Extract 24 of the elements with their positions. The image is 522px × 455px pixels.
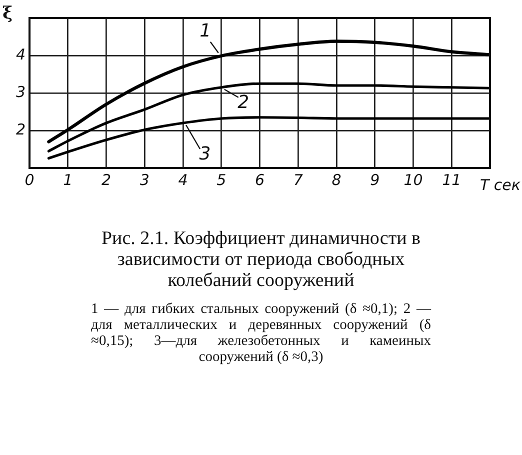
x-tick-label: 8 [332, 170, 342, 189]
x-tick-label: 4 [178, 170, 188, 189]
x-tick-label: 3 [140, 170, 150, 189]
x-tick-label: 11 [442, 170, 462, 189]
y-tick-label: 2 [16, 120, 26, 138]
x-tick-label: 2 [102, 170, 112, 189]
x-tick-label: 5 [216, 170, 226, 189]
y-tick-label: 3 [16, 82, 26, 101]
series-label: 2 [238, 92, 250, 114]
x-tick-label: 9 [370, 170, 380, 189]
text: 1 — для гибких стальных сооружений (δ ≈0,1); 2 — для металлических и деревянных сооружений (δ ≈0,15); 3—для железобетонных и камеиных сооружений (δ ≈0,3) [91, 301, 431, 365]
x-tick-label: 6 [255, 170, 265, 189]
series-label: 1 [200, 20, 212, 42]
x-axis-title: T сек [480, 176, 520, 194]
y-axis-title: ξ [2, 3, 13, 24]
line-series [47, 40, 490, 144]
series-label: 3 [199, 144, 211, 165]
x-tick-label: 7 [293, 170, 304, 189]
text: Рис. 2.1. Коэффициент динамичности в зависимости от периода свободных колебаний сооружений [100, 228, 422, 291]
x-tick-label: 10 [404, 170, 423, 189]
y-tick-label: 4 [16, 45, 26, 64]
x-tick-label: 0 [24, 170, 34, 189]
line-series [47, 116, 490, 160]
x-tick-label: 1 [63, 170, 73, 189]
